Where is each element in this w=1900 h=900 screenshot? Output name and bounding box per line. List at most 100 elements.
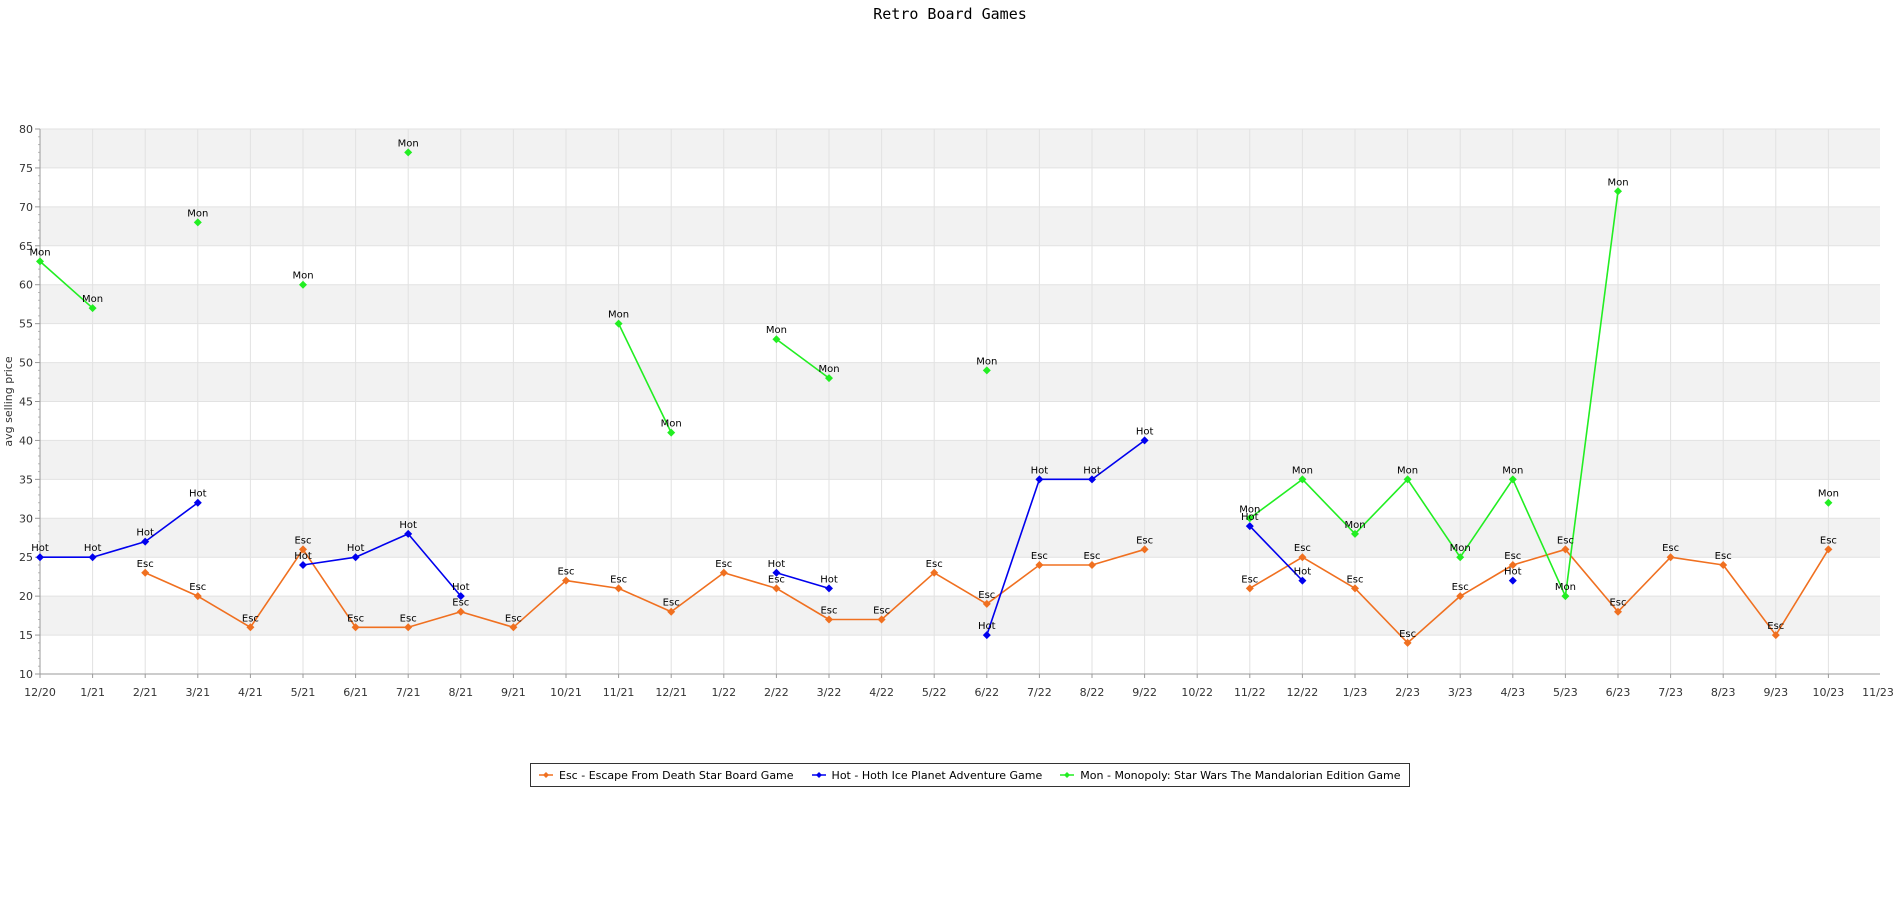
data-point	[772, 568, 781, 577]
data-point	[141, 568, 150, 577]
x-tick-label: 2/23	[1395, 686, 1420, 699]
data-label: Hot	[768, 559, 786, 570]
x-tick-label: 9/23	[1763, 686, 1788, 699]
plot-band	[40, 362, 1880, 402]
legend: Esc - Escape From Death Star Board Game H…	[530, 763, 1410, 787]
series-line-segment	[775, 587, 830, 621]
y-tick-label: 45	[19, 396, 33, 409]
data-point	[982, 631, 991, 640]
series-line-segment	[775, 338, 830, 379]
data-point	[1771, 631, 1780, 640]
data-label: Mon	[766, 325, 787, 336]
data-label: Esc	[1031, 551, 1048, 562]
data-point	[193, 592, 202, 601]
data-point	[1508, 475, 1517, 484]
data-label: Hot	[1136, 426, 1154, 437]
series-line-segment	[1407, 595, 1461, 644]
data-point	[825, 374, 833, 383]
x-tick-label: 10/22	[1181, 686, 1213, 699]
data-label: Hot	[189, 489, 207, 500]
data-label: Hot	[1031, 465, 1049, 476]
data-point	[1456, 553, 1465, 562]
x-tick-label: 4/23	[1500, 686, 1525, 699]
plot-band	[40, 401, 1880, 441]
plot-band	[40, 206, 1880, 246]
data-label: Esc	[505, 613, 522, 624]
y-tick-label: 30	[19, 512, 33, 525]
data-point	[299, 561, 307, 569]
series-line-segment	[1722, 564, 1777, 636]
data-point	[562, 576, 570, 585]
data-point	[1561, 545, 1570, 554]
data-point	[456, 592, 465, 601]
series-line-segment	[1091, 439, 1146, 481]
x-tick-label: 12/22	[1287, 686, 1319, 699]
x-tick-label: 7/22	[1027, 686, 1052, 699]
data-label: Esc	[926, 559, 943, 570]
plot-band	[40, 129, 1880, 168]
legend-item: Esc - Escape From Death Star Board Game	[539, 769, 794, 782]
data-label: Mon	[82, 294, 103, 305]
data-label: Mon	[1607, 177, 1628, 188]
data-label: Hot	[31, 543, 49, 554]
data-point	[299, 545, 307, 554]
series-line-segment	[1354, 587, 1409, 644]
x-tick-label: 10/21	[550, 686, 582, 699]
axes	[35, 128, 1880, 678]
series-mon	[36, 148, 1833, 601]
data-label: Mon	[608, 310, 629, 321]
data-label: Esc	[1294, 543, 1311, 554]
data-label: Esc	[242, 613, 259, 624]
legend-swatch	[1060, 772, 1075, 778]
data-point	[1298, 553, 1307, 562]
series-line-segment	[144, 502, 199, 543]
y-tick-label: 55	[19, 318, 33, 331]
data-label: Hot	[1083, 465, 1101, 476]
series-line-segment	[355, 533, 409, 558]
legend-label: Esc - Escape From Death Star Board Game	[559, 768, 794, 782]
data-point	[351, 553, 360, 562]
y-tick-label: 35	[19, 473, 33, 486]
series-line-segment	[1564, 548, 1619, 613]
data-point	[614, 319, 623, 328]
x-tick-label: 3/21	[185, 686, 210, 699]
data-point	[877, 615, 886, 624]
data-point	[1614, 607, 1622, 616]
series-line-segment	[1459, 564, 1514, 597]
x-tick-label: 2/22	[764, 686, 789, 699]
series-line-segment	[986, 479, 1041, 636]
data-point	[1456, 592, 1465, 601]
data-point	[456, 607, 465, 616]
data-point	[1508, 561, 1517, 569]
data-label: Esc	[294, 535, 311, 546]
series-line-segment	[1354, 478, 1409, 535]
data-label: Esc	[1241, 574, 1258, 585]
tick-labels: 10 15 20 25 30 35 40 45 50 55 60 65 70 75 80 12/20 1/21 2…	[19, 123, 1894, 699]
series-line-segment	[1670, 556, 1724, 566]
data-label: Mon	[398, 138, 419, 149]
series-line-segment	[565, 579, 619, 590]
plot-band	[40, 479, 1880, 519]
plot-band	[40, 323, 1880, 363]
legend-swatch	[539, 772, 553, 778]
series-line-segment	[881, 572, 935, 621]
data-label: Hot	[1294, 567, 1312, 578]
series-esc	[141, 545, 1833, 647]
series-line-segment	[460, 610, 514, 629]
data-point	[509, 623, 518, 632]
data-point	[1403, 475, 1412, 484]
series-line-segment	[1249, 525, 1303, 582]
data-point	[1088, 561, 1096, 569]
data-point	[1088, 475, 1096, 484]
x-tick-label: 10/23	[1813, 686, 1845, 699]
data-label: Mon	[1450, 543, 1471, 554]
data-point	[825, 615, 833, 624]
data-point	[246, 623, 255, 632]
data-label: Mon	[818, 364, 839, 375]
series-line-segment	[302, 548, 357, 628]
series-line-segment	[302, 556, 356, 566]
series-line-segment	[986, 564, 1040, 605]
series-line-segment	[617, 323, 672, 433]
data-point	[772, 335, 781, 344]
